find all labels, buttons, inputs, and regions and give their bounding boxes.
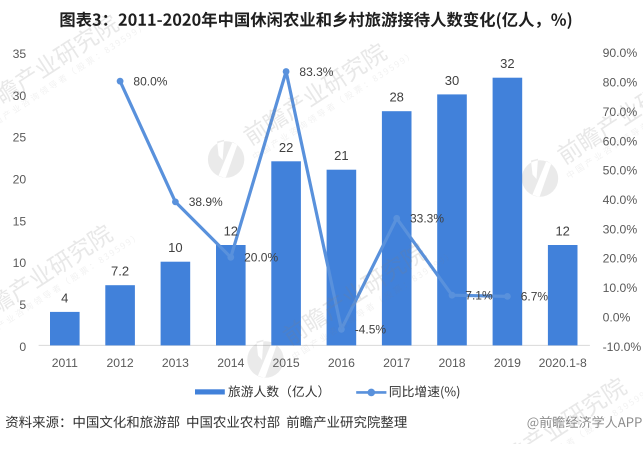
svg-text:33.3%: 33.3% — [410, 212, 444, 226]
svg-text:50.0%: 50.0% — [603, 164, 638, 178]
svg-text:20.0%: 20.0% — [603, 252, 638, 266]
svg-text:90.0%: 90.0% — [603, 46, 638, 60]
svg-text:80.0%: 80.0% — [133, 75, 167, 89]
svg-text:5: 5 — [19, 298, 26, 312]
svg-text:4: 4 — [61, 290, 68, 305]
svg-text:38.9%: 38.9% — [189, 195, 223, 209]
svg-text:32: 32 — [500, 56, 514, 71]
svg-text:0.0%: 0.0% — [603, 310, 631, 324]
svg-text:10.0%: 10.0% — [603, 281, 638, 295]
svg-text:60.0%: 60.0% — [603, 134, 638, 148]
svg-text:2014: 2014 — [217, 356, 244, 370]
svg-text:21: 21 — [334, 148, 348, 163]
svg-text:0: 0 — [19, 340, 26, 354]
svg-text:2018: 2018 — [438, 356, 465, 370]
svg-text:-4.5%: -4.5% — [355, 323, 387, 337]
svg-text:30: 30 — [445, 73, 459, 88]
svg-text:12: 12 — [555, 224, 569, 239]
svg-text:25: 25 — [13, 131, 27, 145]
svg-text:20.0%: 20.0% — [244, 251, 278, 265]
svg-text:40.0%: 40.0% — [603, 193, 638, 207]
svg-text:30.0%: 30.0% — [603, 222, 638, 236]
svg-text:20: 20 — [13, 173, 27, 187]
svg-text:7.1%: 7.1% — [465, 289, 493, 303]
svg-text:2012: 2012 — [107, 356, 134, 370]
svg-text:12: 12 — [224, 224, 238, 239]
svg-text:80.0%: 80.0% — [603, 76, 638, 90]
svg-text:28: 28 — [389, 90, 403, 105]
svg-text:35: 35 — [13, 47, 27, 61]
svg-text:2016: 2016 — [328, 356, 355, 370]
svg-text:22: 22 — [279, 140, 293, 155]
svg-text:15: 15 — [13, 214, 27, 228]
svg-text:-10.0%: -10.0% — [603, 340, 642, 354]
svg-text:83.3%: 83.3% — [299, 65, 333, 79]
svg-text:10: 10 — [13, 256, 27, 270]
svg-text:2020.1-8: 2020.1-8 — [539, 356, 587, 370]
svg-text:6.7%: 6.7% — [521, 290, 549, 304]
svg-text:7.2: 7.2 — [111, 264, 129, 279]
svg-text:2019: 2019 — [494, 356, 521, 370]
svg-text:2011: 2011 — [52, 356, 78, 370]
svg-text:2013: 2013 — [162, 356, 189, 370]
svg-text:10: 10 — [168, 240, 182, 255]
svg-text:2017: 2017 — [383, 356, 410, 370]
